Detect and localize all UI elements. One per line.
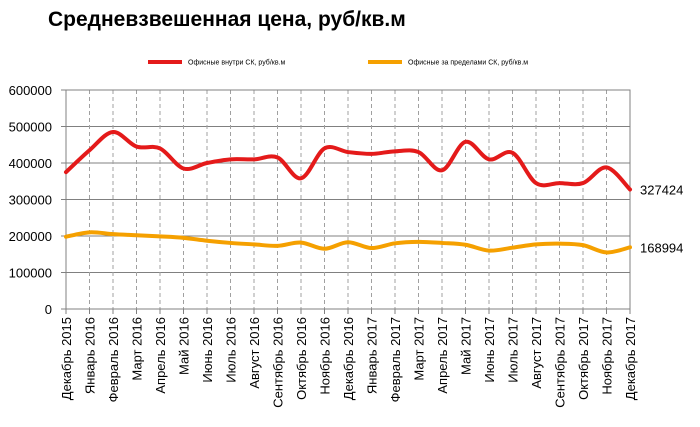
legend-label: Офисные за пределами СК, руб/кв.м bbox=[408, 59, 528, 67]
x-tick-label: Февраль 2016 bbox=[106, 317, 121, 402]
x-tick-label: Июнь 2017 bbox=[482, 317, 497, 383]
x-tick-label: Январь 2017 bbox=[365, 317, 380, 394]
x-tick-label: Март 2017 bbox=[412, 317, 427, 381]
x-tick-label: Ноябрь 2017 bbox=[600, 317, 615, 395]
x-tick-label: Апрель 2016 bbox=[153, 317, 168, 394]
x-tick-label: Октябрь 2016 bbox=[294, 317, 309, 400]
x-tick-label: Сентябрь 2017 bbox=[553, 317, 568, 408]
x-tick-label: Июнь 2016 bbox=[200, 317, 215, 383]
x-tick-label: Октябрь 2017 bbox=[576, 317, 591, 400]
y-tick-label: 200000 bbox=[9, 229, 52, 244]
y-tick-label: 100000 bbox=[9, 266, 52, 281]
x-tick-label: Февраль 2017 bbox=[388, 317, 403, 402]
x-tick-label: Ноябрь 2016 bbox=[318, 317, 333, 395]
chart-title: Средневзвешенная цена, руб/кв.м bbox=[48, 8, 406, 31]
x-tick-label: Май 2017 bbox=[459, 317, 474, 375]
x-tick-label: Май 2016 bbox=[177, 317, 192, 375]
x-tick-label: Декабрь 2015 bbox=[59, 317, 74, 400]
y-tick-label: 500000 bbox=[9, 120, 52, 135]
x-tick-label: Март 2016 bbox=[130, 317, 145, 381]
labels-group: Декабрь 2015 Январь 2016 Февраль 2016 Март … bbox=[59, 182, 683, 407]
x-tick-label: Январь 2016 bbox=[83, 317, 98, 394]
x-tick-label: Сентябрь 2016 bbox=[271, 317, 286, 408]
y-tick-label: 600000 bbox=[9, 83, 52, 98]
x-tick-label: Август 2017 bbox=[529, 317, 544, 389]
x-tick-label: Апрель 2017 bbox=[435, 317, 450, 394]
legend: Офисные внутри СК, руб/кв.м Офисные за пр… bbox=[148, 59, 528, 67]
series-group bbox=[64, 129, 632, 255]
end-value-label: 327424 bbox=[640, 182, 683, 197]
x-tick-label: Декабрь 2016 bbox=[341, 317, 356, 400]
y-tick-label: 400000 bbox=[9, 156, 52, 171]
x-tick-label: Декабрь 2017 bbox=[623, 317, 638, 400]
y-tick-label: 300000 bbox=[9, 193, 52, 208]
x-tick-label: Август 2016 bbox=[247, 317, 262, 389]
y-tick-label: 0 bbox=[45, 302, 52, 317]
legend-label: Офисные внутри СК, руб/кв.м bbox=[188, 59, 285, 67]
end-value-label: 168994 bbox=[640, 240, 683, 255]
series-line-1 bbox=[64, 230, 632, 255]
axes: 0 100000 200000 300000 400000 500000 600000 bbox=[9, 83, 631, 317]
grid bbox=[66, 89, 630, 309]
x-tick-label: Июль 2017 bbox=[506, 317, 521, 383]
x-tick-label: Июль 2016 bbox=[224, 317, 239, 383]
